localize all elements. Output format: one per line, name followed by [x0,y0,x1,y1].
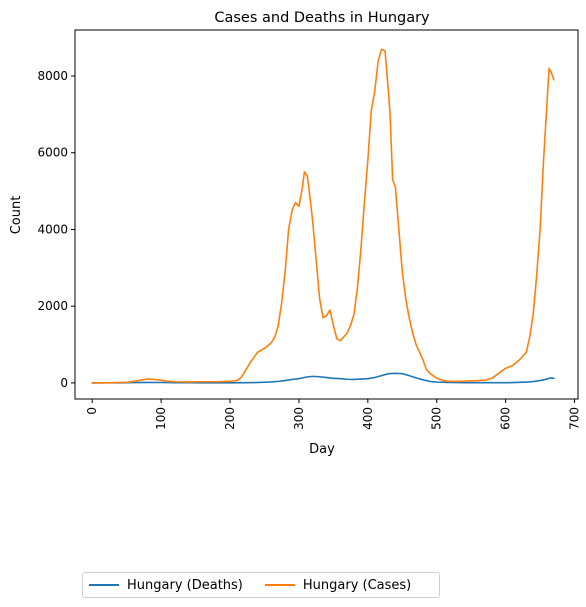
series-layer [91,48,555,384]
x-tick-label: 700 [568,407,582,430]
x-axis-label: Day [309,442,335,457]
y-axis: 0 2000 4000 6000 8000 [37,69,75,390]
y-tick-label: 4000 [37,222,68,236]
chart-title: Cases and Deaths in Hungary [214,10,430,26]
legend-swatch-cases [264,584,295,586]
legend-item-deaths: Hungary (Deaths) [89,578,243,593]
plot-frame [74,29,579,400]
y-tick-label: 0 [60,376,68,390]
chart-legend: Hungary (Deaths) Hungary (Cases) [82,572,440,598]
legend-item-cases: Hungary (Cases) [264,577,412,593]
legend-swatch-deaths [89,584,119,586]
y-axis-label: Count [9,196,24,235]
x-tick-label: 300 [292,407,306,430]
x-tick-label: 400 [361,407,375,430]
legend-label-deaths: Hungary (Deaths) [127,577,243,593]
x-tick-label: 100 [154,407,168,430]
x-tick-label: 500 [430,407,444,430]
legend-label-cases: Hungary (Cases) [302,577,412,593]
y-tick-label: 2000 [37,299,68,313]
x-tick-label: 600 [499,407,513,430]
series-line-cases [91,48,555,384]
x-axis: 0 100 200 300 400 500 600 700 [85,399,582,430]
x-tick-label: 200 [223,407,237,430]
x-tick-label: 0 [85,407,99,415]
series-line-deaths [91,372,555,384]
y-tick-label: 8000 [37,69,68,83]
y-tick-label: 6000 [37,146,68,160]
